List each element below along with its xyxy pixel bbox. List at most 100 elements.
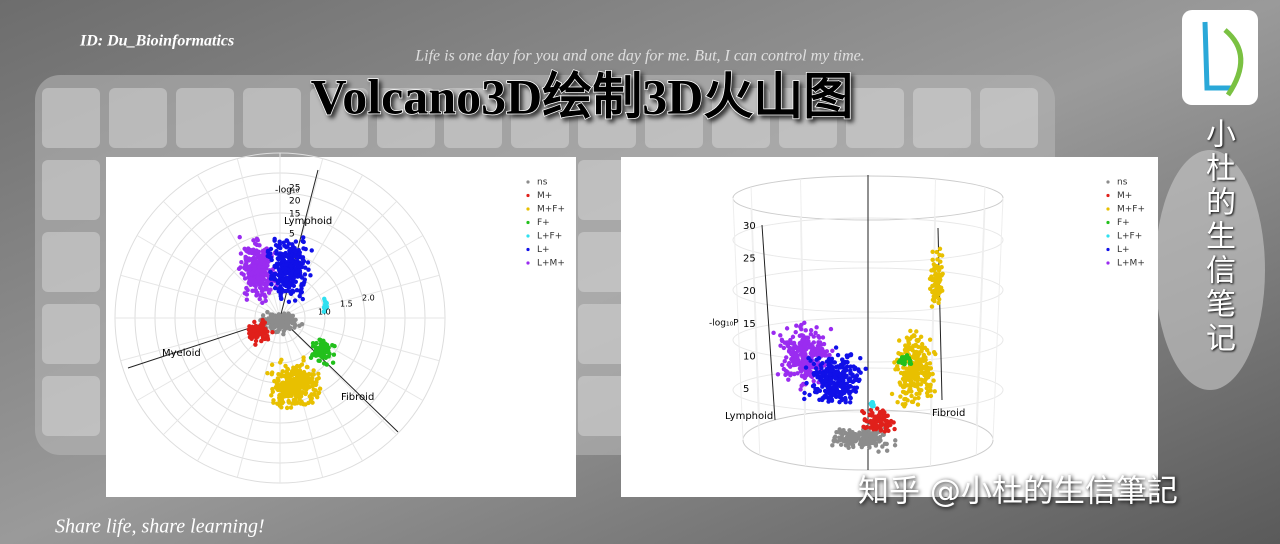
point bbox=[919, 346, 925, 352]
point bbox=[830, 348, 835, 354]
point bbox=[242, 265, 247, 271]
radial-tick: 5 bbox=[289, 230, 295, 240]
point bbox=[832, 434, 838, 439]
point bbox=[930, 249, 935, 254]
point bbox=[278, 296, 284, 301]
point bbox=[927, 337, 933, 342]
point bbox=[269, 282, 274, 287]
point bbox=[845, 439, 851, 445]
point bbox=[319, 347, 324, 353]
point bbox=[271, 275, 277, 280]
point bbox=[293, 239, 299, 244]
point bbox=[907, 371, 913, 376]
id-label: ID: Du_Bioinformatics bbox=[79, 33, 234, 50]
point bbox=[877, 439, 882, 444]
point bbox=[283, 266, 289, 271]
legend-label: L+M+ bbox=[1117, 259, 1145, 269]
point bbox=[290, 288, 295, 293]
point bbox=[931, 378, 936, 383]
point bbox=[888, 422, 893, 428]
point bbox=[824, 349, 830, 354]
point bbox=[238, 265, 243, 270]
point bbox=[828, 376, 833, 382]
point bbox=[850, 379, 856, 385]
key bbox=[779, 88, 837, 148]
point bbox=[273, 263, 278, 269]
point bbox=[851, 364, 856, 369]
key bbox=[712, 88, 770, 148]
point bbox=[310, 341, 316, 346]
point bbox=[295, 274, 300, 279]
point bbox=[878, 418, 884, 423]
point bbox=[288, 405, 294, 410]
point bbox=[311, 368, 316, 373]
point bbox=[909, 393, 914, 399]
point bbox=[293, 317, 298, 322]
point bbox=[259, 324, 265, 330]
point bbox=[896, 360, 901, 365]
tick-label: 20 bbox=[743, 286, 756, 297]
point bbox=[808, 363, 813, 368]
point bbox=[838, 442, 844, 447]
point bbox=[806, 356, 811, 361]
point bbox=[243, 261, 249, 266]
tick-label: 10 bbox=[743, 351, 756, 362]
point bbox=[849, 431, 855, 437]
point bbox=[820, 371, 825, 377]
point bbox=[918, 357, 923, 362]
point bbox=[873, 432, 878, 437]
axis-line bbox=[761, 224, 776, 421]
point bbox=[273, 329, 279, 335]
legend-swatch bbox=[526, 180, 530, 184]
point bbox=[939, 273, 944, 278]
key bbox=[109, 88, 167, 148]
point bbox=[937, 252, 942, 258]
point bbox=[293, 261, 299, 267]
point bbox=[256, 268, 261, 273]
point bbox=[798, 345, 803, 350]
point bbox=[263, 294, 268, 300]
point bbox=[332, 343, 337, 349]
point bbox=[895, 366, 901, 372]
point bbox=[857, 431, 863, 437]
point-cloud bbox=[236, 234, 945, 454]
point bbox=[784, 355, 789, 360]
point bbox=[300, 296, 305, 302]
axis-label: Lymphoid bbox=[725, 411, 773, 422]
point bbox=[843, 399, 848, 405]
cyl-rib bbox=[992, 197, 1004, 441]
point bbox=[928, 382, 933, 388]
point bbox=[265, 333, 270, 339]
point bbox=[909, 399, 915, 405]
point bbox=[324, 300, 329, 305]
legend-label: F+ bbox=[1117, 218, 1130, 228]
point bbox=[835, 352, 841, 358]
legend-swatch bbox=[526, 247, 530, 252]
point bbox=[902, 355, 908, 360]
point bbox=[309, 372, 314, 377]
point bbox=[249, 270, 255, 276]
point bbox=[299, 370, 304, 376]
point bbox=[269, 393, 274, 398]
grid-spoke bbox=[279, 274, 440, 319]
point bbox=[787, 349, 792, 354]
point bbox=[841, 361, 846, 367]
point bbox=[884, 448, 890, 453]
point bbox=[875, 413, 881, 419]
point bbox=[936, 300, 941, 306]
point bbox=[237, 234, 242, 240]
key bbox=[42, 376, 100, 436]
point bbox=[912, 351, 917, 356]
point bbox=[280, 287, 285, 293]
point bbox=[847, 428, 852, 433]
tick-label: 25 bbox=[743, 254, 756, 265]
point bbox=[303, 385, 308, 391]
point bbox=[788, 364, 793, 369]
point bbox=[285, 244, 290, 249]
point bbox=[804, 380, 809, 386]
point bbox=[817, 397, 822, 402]
point bbox=[250, 332, 256, 337]
point bbox=[257, 285, 263, 291]
point bbox=[290, 378, 295, 384]
point bbox=[936, 297, 942, 302]
